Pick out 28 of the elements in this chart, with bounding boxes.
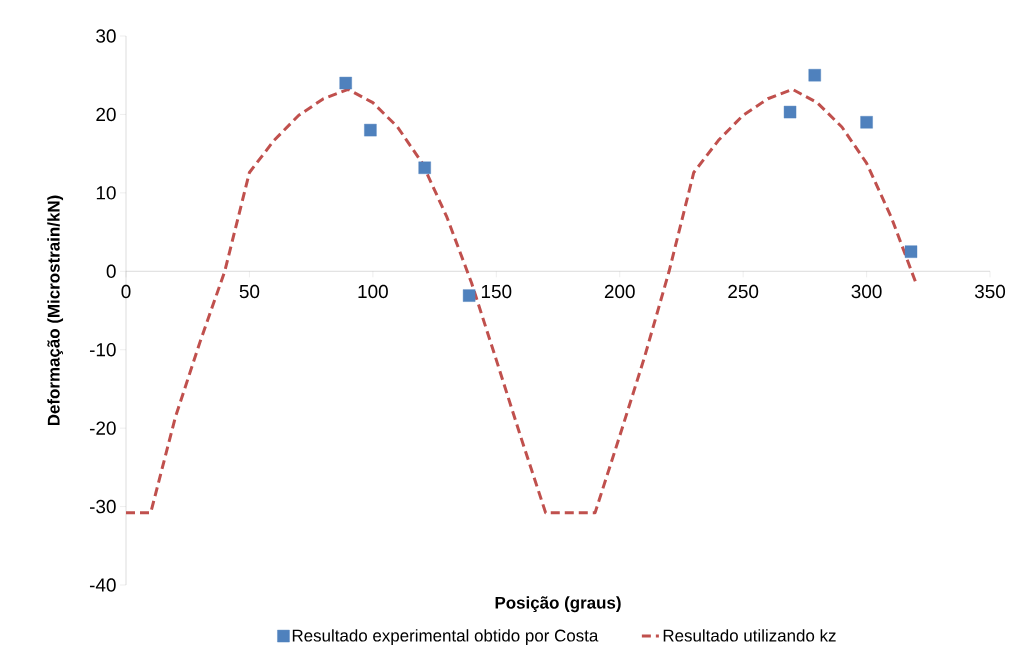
y-tick-label: -40 bbox=[89, 578, 116, 592]
legend-label: Resultado utilizando kz bbox=[663, 629, 836, 642]
y-tick-label: 0 bbox=[106, 264, 116, 278]
point bbox=[808, 69, 821, 82]
y-tick-label: 30 bbox=[96, 29, 116, 43]
x-tick-label: 200 bbox=[604, 284, 635, 299]
point bbox=[339, 76, 352, 90]
y-tick-label: 20 bbox=[96, 107, 116, 122]
point bbox=[860, 116, 873, 129]
y-tick-label: -20 bbox=[89, 421, 116, 435]
x-axis-title: Posição (graus) bbox=[495, 596, 621, 613]
x-tick-label: 350 bbox=[974, 284, 1006, 299]
x-tick-label: 100 bbox=[358, 284, 388, 299]
x-tick-label: 250 bbox=[728, 284, 759, 299]
y-tick-label: -10 bbox=[89, 343, 116, 357]
y-axis-title: Deformação (Microstrain/kN) bbox=[47, 195, 64, 426]
point bbox=[462, 289, 476, 302]
y-tick-label: -30 bbox=[89, 499, 116, 514]
point bbox=[364, 123, 377, 137]
x-tick-label: 150 bbox=[481, 284, 512, 299]
point bbox=[904, 245, 918, 258]
point bbox=[418, 161, 431, 174]
legend-label: Resultado experimental obtido por Costa bbox=[292, 629, 599, 645]
x-tick-label: 300 bbox=[851, 284, 882, 299]
y-tick-label: 10 bbox=[96, 186, 116, 200]
x-tick-label: 50 bbox=[239, 284, 260, 299]
x-tick-label: 0 bbox=[121, 284, 131, 299]
point bbox=[783, 105, 797, 119]
